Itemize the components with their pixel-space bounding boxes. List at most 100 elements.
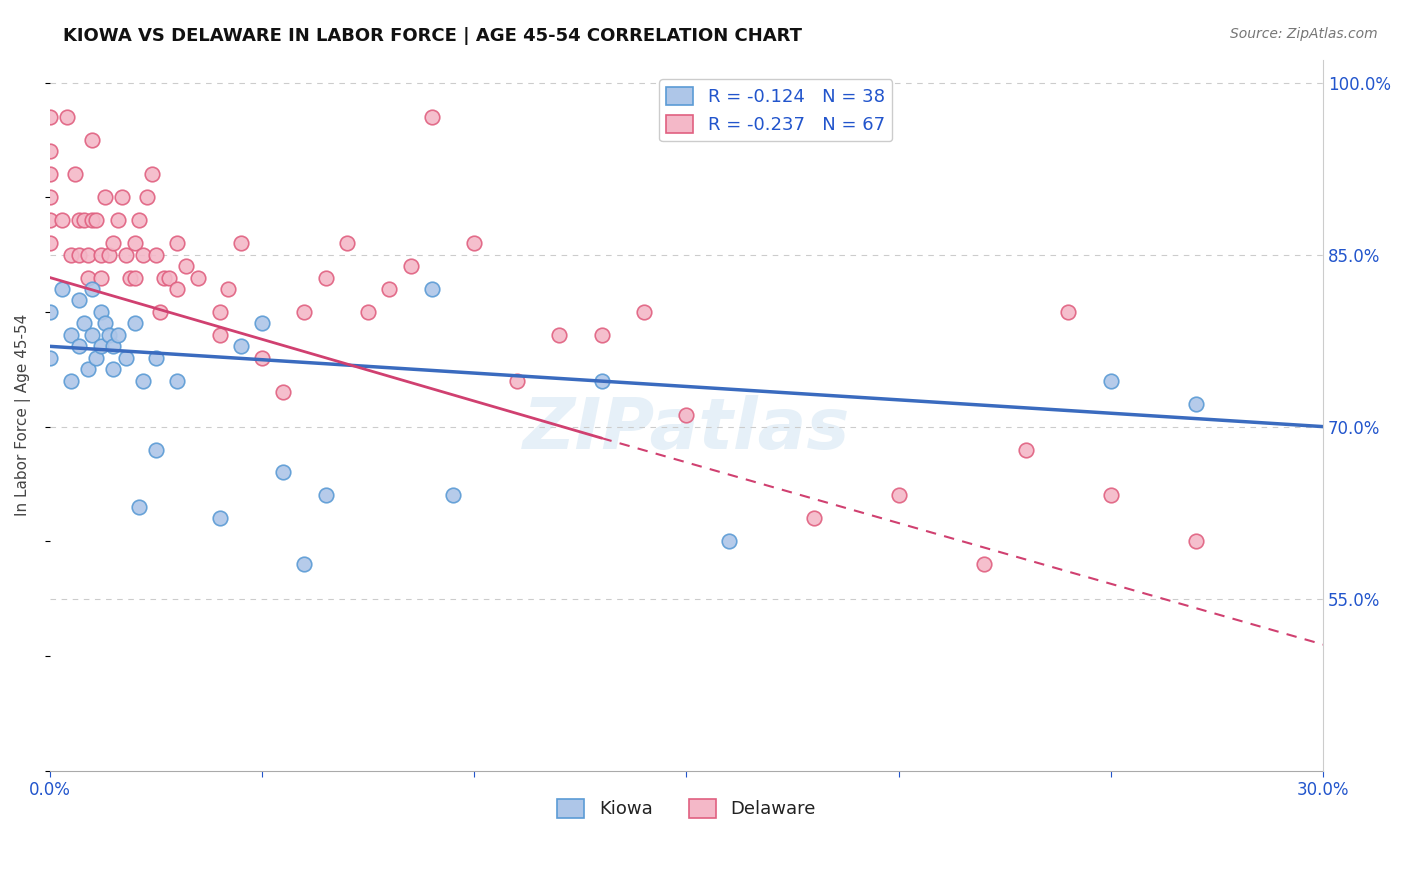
Point [463, 236, 485, 251]
Point [1184, 397, 1206, 411]
Point [591, 327, 613, 342]
Point [505, 374, 527, 388]
Point [229, 236, 252, 251]
Point [1099, 488, 1122, 502]
Point [153, 270, 176, 285]
Point [90, 247, 112, 261]
Point [250, 317, 273, 331]
Text: KIOWA VS DELAWARE IN LABOR FORCE | AGE 45-54 CORRELATION CHART: KIOWA VS DELAWARE IN LABOR FORCE | AGE 4… [63, 27, 803, 45]
Point [69, 247, 91, 261]
Point [294, 305, 316, 319]
Point [1057, 305, 1080, 319]
Point [94, 190, 117, 204]
Point [69, 339, 91, 353]
Point [591, 374, 613, 388]
Point [38, 190, 60, 204]
Point [94, 317, 117, 331]
Point [38, 145, 60, 159]
Point [98, 327, 121, 342]
Point [378, 282, 401, 296]
Point [315, 488, 337, 502]
Point [107, 213, 129, 227]
Point [115, 351, 138, 365]
Point [208, 305, 231, 319]
Point [145, 247, 167, 261]
Point [38, 236, 60, 251]
Point [73, 213, 96, 227]
Point [55, 110, 77, 124]
Point [441, 488, 464, 502]
Point [124, 236, 146, 251]
Point [141, 167, 163, 181]
Point [86, 213, 108, 227]
Point [887, 488, 910, 502]
Point [128, 213, 150, 227]
Point [90, 339, 112, 353]
Point [217, 282, 239, 296]
Point [38, 167, 60, 181]
Point [77, 362, 100, 376]
Point [145, 351, 167, 365]
Point [420, 110, 443, 124]
Point [51, 213, 73, 227]
Point [548, 327, 571, 342]
Text: ZIPatlas: ZIPatlas [523, 395, 851, 464]
Point [294, 558, 316, 572]
Point [187, 270, 209, 285]
Point [315, 270, 337, 285]
Point [63, 167, 86, 181]
Point [250, 351, 273, 365]
Point [86, 351, 108, 365]
Point [59, 247, 82, 261]
Point [38, 213, 60, 227]
Point [69, 293, 91, 308]
Point [103, 236, 125, 251]
Point [166, 282, 188, 296]
Point [973, 558, 995, 572]
Point [271, 466, 294, 480]
Point [77, 270, 100, 285]
Point [124, 270, 146, 285]
Point [98, 247, 121, 261]
Point [115, 247, 138, 261]
Point [82, 133, 104, 147]
Point [132, 374, 155, 388]
Point [166, 374, 188, 388]
Text: Source: ZipAtlas.com: Source: ZipAtlas.com [1230, 27, 1378, 41]
Legend: Kiowa, Delaware: Kiowa, Delaware [550, 792, 823, 826]
Point [1015, 442, 1038, 457]
Point [136, 190, 159, 204]
Point [145, 442, 167, 457]
Point [633, 305, 655, 319]
Point [77, 247, 100, 261]
Point [73, 317, 96, 331]
Point [38, 351, 60, 365]
Point [803, 511, 825, 525]
Point [166, 236, 188, 251]
Point [120, 270, 142, 285]
Point [675, 408, 697, 422]
Point [174, 259, 197, 273]
Point [229, 339, 252, 353]
Point [90, 305, 112, 319]
Point [69, 213, 91, 227]
Point [717, 534, 740, 549]
Point [1099, 374, 1122, 388]
Point [82, 282, 104, 296]
Point [82, 213, 104, 227]
Point [157, 270, 180, 285]
Point [420, 282, 443, 296]
Point [208, 511, 231, 525]
Point [38, 305, 60, 319]
Point [399, 259, 422, 273]
Point [59, 374, 82, 388]
Point [208, 327, 231, 342]
Point [128, 500, 150, 514]
Y-axis label: In Labor Force | Age 45-54: In Labor Force | Age 45-54 [15, 314, 31, 516]
Point [357, 305, 380, 319]
Point [90, 270, 112, 285]
Point [103, 339, 125, 353]
Point [59, 327, 82, 342]
Point [103, 362, 125, 376]
Point [82, 327, 104, 342]
